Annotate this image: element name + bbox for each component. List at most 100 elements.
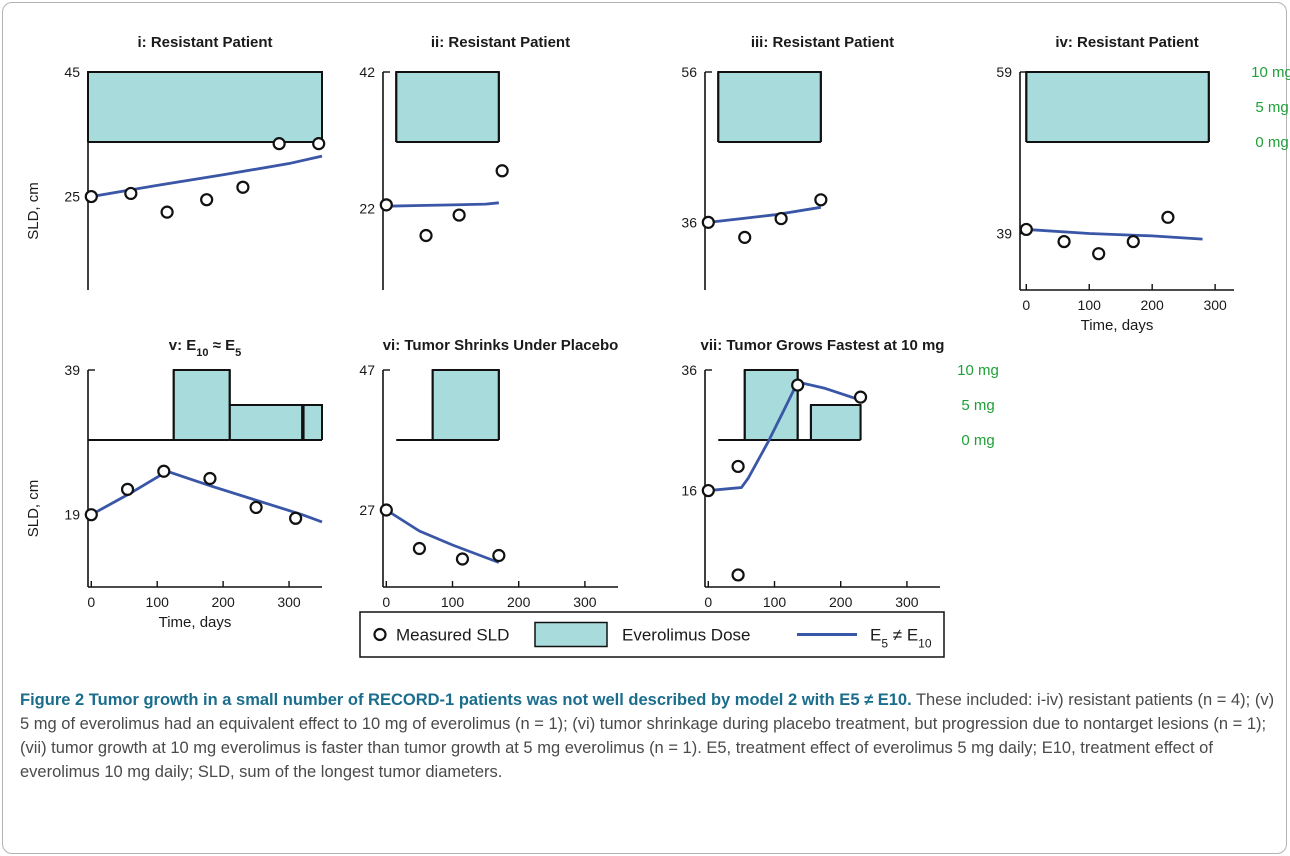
- panel-5-xtick-label-1: 100: [146, 594, 170, 610]
- panel-5-ylabel: SLD, cm: [25, 480, 42, 538]
- panel-3-model-line: [708, 205, 822, 224]
- panel-1-measured-point-3: [200, 193, 214, 207]
- panel-2-measured-point-1: [419, 228, 433, 243]
- panel-3-measured-point-2: [774, 211, 788, 226]
- panel-4-xlabel: Time, days: [1081, 317, 1154, 334]
- legend-dose-label: Everolimus Dose: [622, 626, 751, 645]
- panel-4-measured-point-3: [1126, 234, 1140, 249]
- panel-3-title: iii: Resistant Patient: [751, 34, 894, 51]
- panel-4-measured-point-0: [1019, 222, 1033, 237]
- legend-measured-label: Measured SLD: [396, 626, 509, 645]
- panel-1-measured-point-1: [124, 186, 138, 201]
- panel-5-xtick-label-0: 0: [87, 594, 95, 610]
- panel-7-ytick-label-0: 16: [681, 483, 697, 499]
- panel-4-xtick-label-3: 300: [1203, 297, 1227, 313]
- panel-1-measured-point-6: [312, 137, 326, 151]
- figure-caption: Figure 2 Tumor growth in a small number …: [20, 688, 1275, 784]
- panel-6-title: vi: Tumor Shrinks Under Placebo: [383, 337, 619, 354]
- panel-1-dose-block-0: [88, 72, 322, 142]
- panel-1-measured-point-4: [236, 180, 250, 194]
- panel-4-measured-point-4: [1161, 210, 1175, 224]
- panel-2-measured-point-2: [452, 208, 466, 222]
- panel-3-ytick-label-0: 36: [681, 214, 697, 230]
- panel-7-dose-label-1: 5 mg: [961, 397, 994, 414]
- legend-measured-marker: [373, 627, 387, 642]
- panel-6-xtick-label-1: 100: [441, 594, 465, 610]
- panel-3-ytick-label-1: 56: [681, 64, 697, 80]
- panel-2-measured-point-3: [495, 164, 509, 178]
- panel-4-model-line: [1026, 228, 1203, 241]
- panel-7-measured-point-0: [701, 483, 715, 498]
- panel-6-measured-point-0: [379, 503, 393, 517]
- panel-6-measured-point-1: [412, 541, 427, 556]
- panel-4-measured-point-1: [1057, 234, 1071, 249]
- panel-1-ytick-label-1: 45: [64, 64, 80, 80]
- panel-5-measured-point-0: [84, 508, 98, 522]
- panel-7-dose-label-2: 0 mg: [961, 432, 994, 449]
- panel-4-title: iv: Resistant Patient: [1055, 34, 1198, 51]
- panel-5-xtick-label-3: 300: [277, 594, 301, 610]
- panel-6-ytick-label-0: 27: [359, 502, 375, 518]
- legend-model-label: E5 ≠ E10: [870, 626, 932, 651]
- panel-1-measured-point-0: [84, 189, 98, 204]
- panel-6-measured-point-3: [492, 548, 506, 563]
- legend-dose-swatch: [534, 621, 608, 648]
- panel-1-title: i: Resistant Patient: [137, 34, 272, 51]
- panel-5-measured-point-1: [120, 482, 135, 496]
- panel-7-dose-block-1: [744, 370, 798, 440]
- panel-7-xtick-label-3: 300: [895, 594, 919, 610]
- caption-body: These included: i-iv) resistant patients…: [20, 691, 1275, 781]
- panel-4-dose-label-1: 5 mg: [1255, 99, 1288, 116]
- panel-2-dose-block-0: [396, 72, 499, 142]
- panel-1-ylabel: SLD, cm: [25, 182, 42, 240]
- panel-2-ytick-label-0: 22: [359, 200, 375, 216]
- panel-3-measured-point-0: [701, 215, 715, 229]
- panel-6-ytick-label-1: 47: [359, 362, 375, 378]
- panel-1-measured-point-5: [272, 137, 286, 151]
- panel-5-ytick-label-0: 19: [64, 507, 80, 523]
- panel-7-title: vii: Tumor Grows Fastest at 10 mg: [701, 337, 945, 354]
- panel-6-measured-point-2: [455, 552, 470, 566]
- panel-5-xtick-label-2: 200: [211, 594, 235, 610]
- panel-7-dose-label-0: 10 mg: [957, 362, 999, 379]
- panel-5-ytick-label-1: 39: [64, 362, 80, 378]
- panel-7-measured-point-1: [731, 459, 745, 474]
- panel-4-ytick-label-1: 59: [996, 64, 1012, 80]
- panel-7-xtick-label-2: 200: [829, 594, 853, 610]
- panel-2-measured-point-0: [379, 198, 393, 212]
- panel-4-dose-label-2: 0 mg: [1255, 134, 1288, 151]
- panel-5-measured-point-2: [157, 464, 171, 478]
- panel-7-measured-point-4: [853, 390, 868, 404]
- panel-5-dose-block-2: [229, 405, 303, 440]
- panel-4-dose-block-0: [1026, 72, 1209, 142]
- panel-7-measured-point-3: [791, 378, 805, 392]
- panel-5-dose-block-4: [303, 405, 322, 440]
- panel-6-dose-block-1: [432, 370, 499, 440]
- panel-2-ytick-label-1: 42: [359, 64, 375, 80]
- panel-4-dose-label-0: 10 mg: [1251, 64, 1290, 81]
- panel-4-xtick-label-0: 0: [1022, 297, 1030, 313]
- panel-7-dose-block-3: [810, 405, 861, 440]
- panel-1-measured-point-2: [160, 205, 174, 219]
- panel-7-measured-point-2: [731, 568, 745, 582]
- panel-4-xtick-label-1: 100: [1078, 297, 1102, 313]
- panel-7-model-line: [708, 380, 862, 492]
- panel-3-measured-point-3: [814, 193, 828, 207]
- panel-6-xtick-label-0: 0: [382, 594, 390, 610]
- panel-5-measured-point-4: [249, 500, 263, 515]
- panel-1-ytick-label-0: 25: [64, 189, 80, 205]
- panel-6-xtick-label-2: 200: [507, 594, 531, 610]
- panel-4-measured-point-2: [1092, 247, 1106, 261]
- panel-3-measured-point-1: [738, 230, 752, 244]
- panel-2-title: ii: Resistant Patient: [431, 34, 570, 51]
- panel-5-title: v: E10 ≈ E5: [169, 337, 242, 359]
- panel-3-dose-block-0: [718, 72, 821, 142]
- panel-5-measured-point-3: [203, 471, 217, 486]
- panel-5-measured-point-5: [289, 511, 303, 525]
- panel-2-model-line: [386, 201, 499, 208]
- figure-chart: i: Resistant Patient 25 45 SLD, cm ii: Resis…: [25, 34, 1290, 658]
- panel-4-xtick-label-2: 200: [1140, 297, 1164, 313]
- panel-7-xtick-label-0: 0: [704, 594, 712, 610]
- panel-6-model-line: [385, 508, 500, 564]
